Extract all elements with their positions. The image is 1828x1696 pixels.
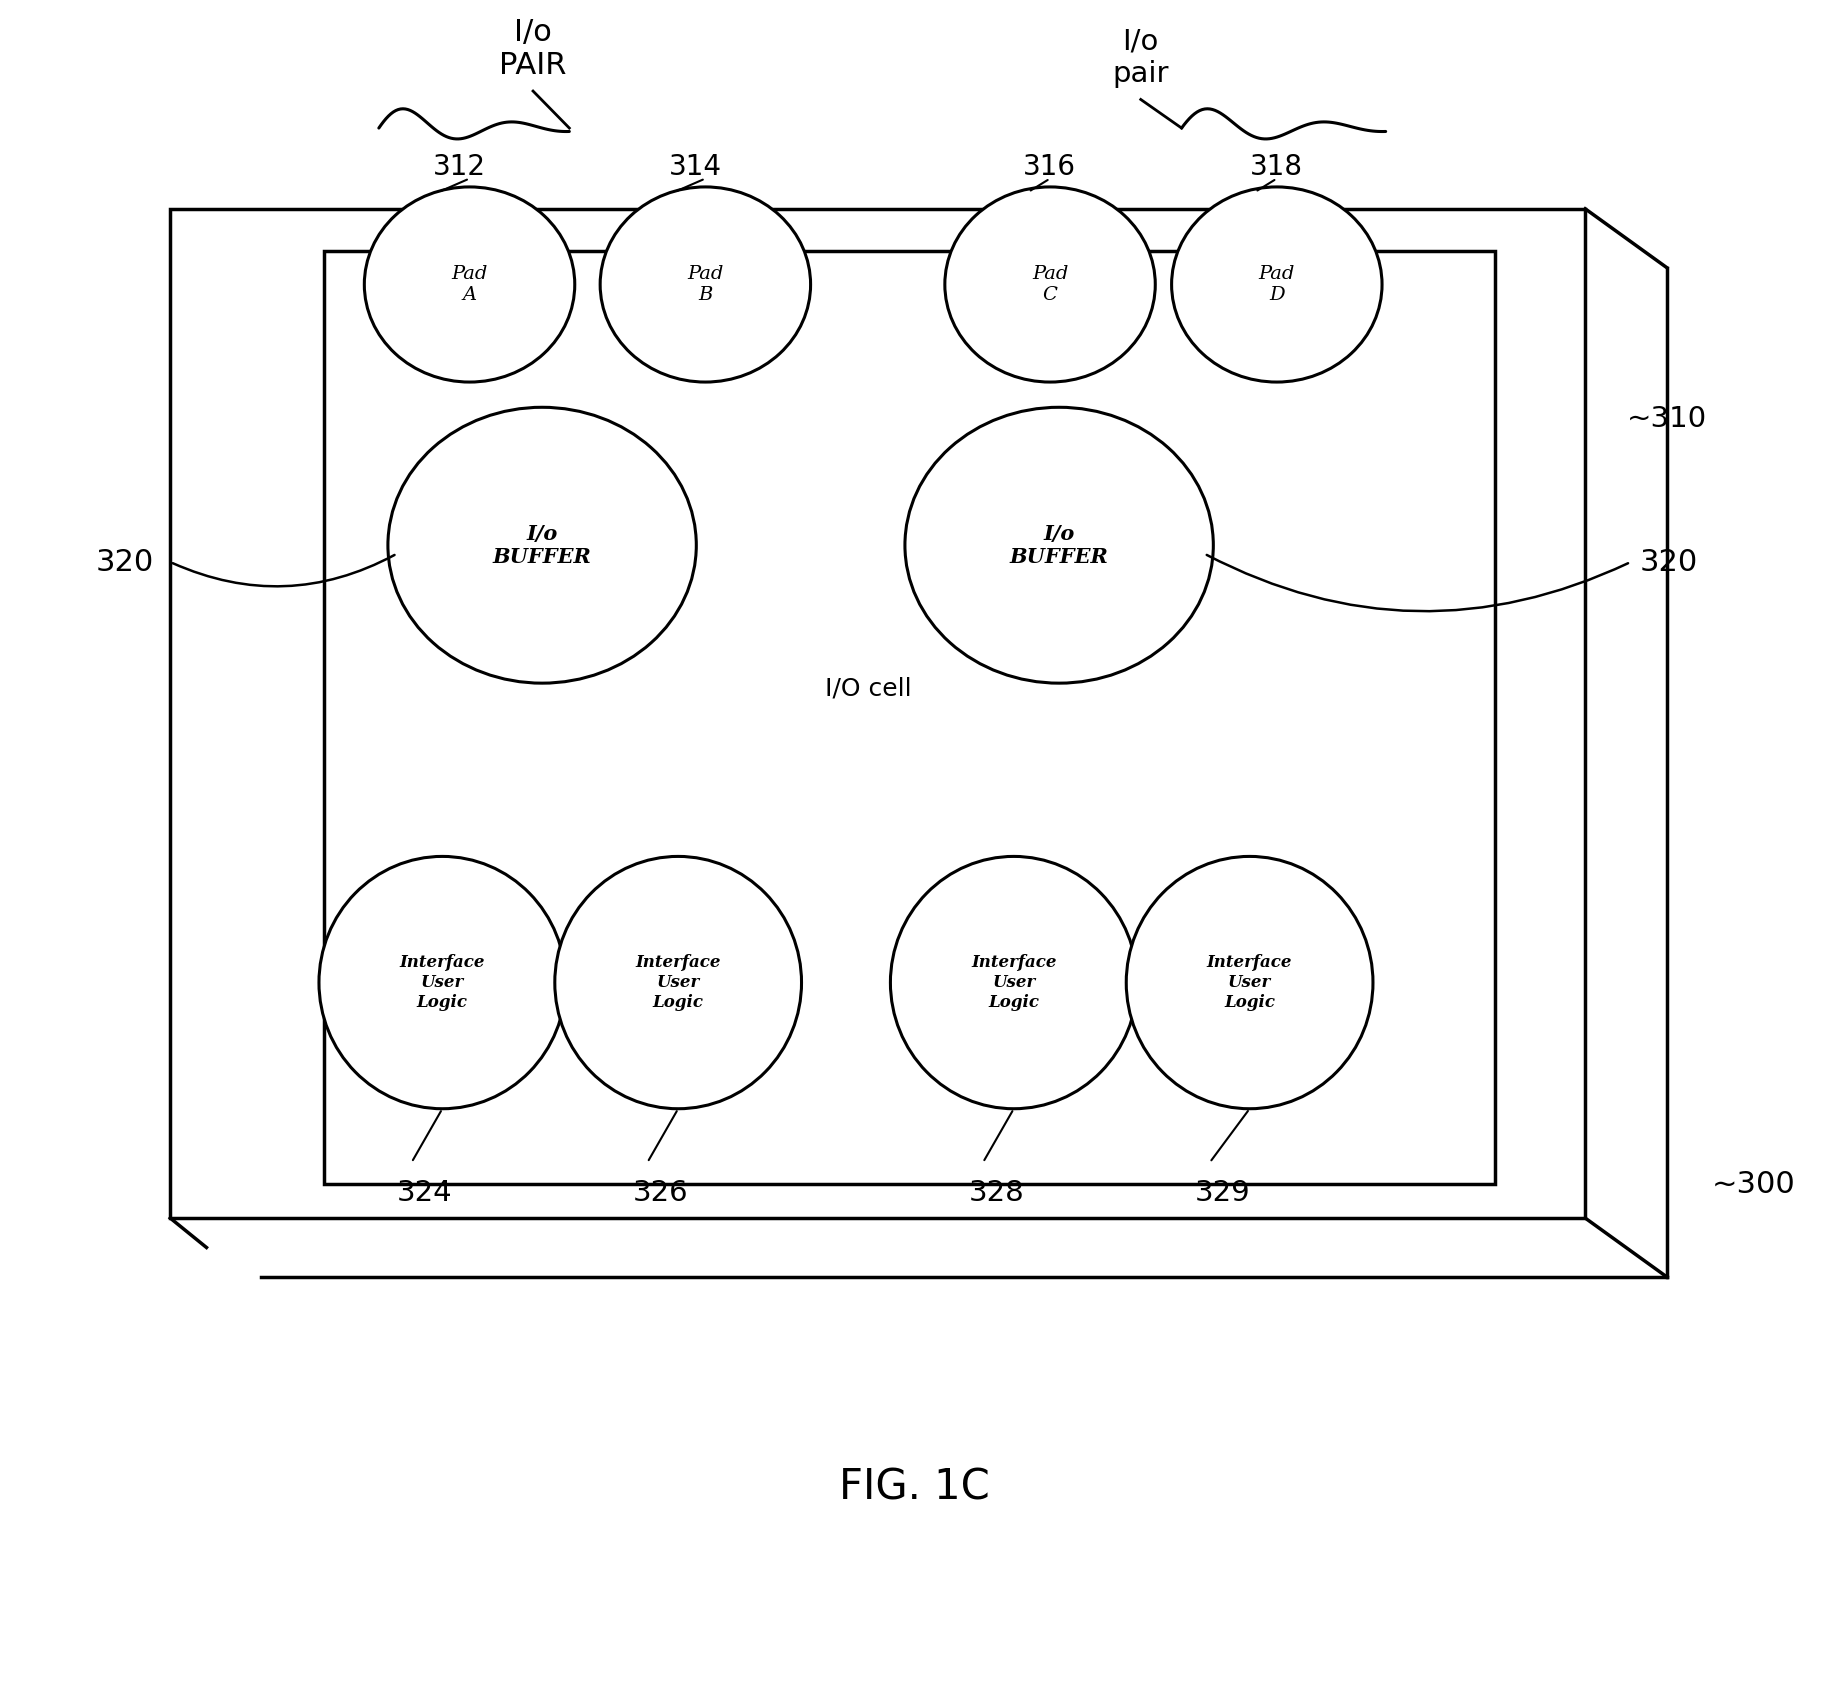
Text: 316: 316: [1024, 153, 1077, 181]
Text: Pad
D: Pad D: [1259, 265, 1294, 304]
Text: 312: 312: [433, 153, 486, 181]
Text: Pad
A: Pad A: [452, 265, 488, 304]
Text: Interface
User
Logic: Interface User Logic: [1206, 955, 1292, 1011]
Text: ~310: ~310: [1627, 405, 1707, 432]
Text: ~300: ~300: [1713, 1170, 1795, 1199]
Text: FIG. 1C: FIG. 1C: [839, 1467, 989, 1508]
Ellipse shape: [318, 856, 565, 1109]
Text: Interface
User
Logic: Interface User Logic: [971, 955, 1057, 1011]
FancyBboxPatch shape: [324, 251, 1495, 1184]
Text: Interface
User
Logic: Interface User Logic: [636, 955, 720, 1011]
Ellipse shape: [364, 187, 574, 382]
Text: I/o
BUFFER: I/o BUFFER: [1009, 524, 1108, 566]
Text: 326: 326: [632, 1179, 689, 1208]
Ellipse shape: [600, 187, 810, 382]
Text: I/o
BUFFER: I/o BUFFER: [494, 524, 592, 566]
Text: Pad
B: Pad B: [687, 265, 724, 304]
Ellipse shape: [388, 407, 696, 683]
Ellipse shape: [905, 407, 1214, 683]
Text: Interface
User
Logic: Interface User Logic: [400, 955, 484, 1011]
Text: 329: 329: [1196, 1179, 1250, 1208]
Text: 318: 318: [1250, 153, 1303, 181]
Text: 320: 320: [1640, 548, 1698, 577]
Text: 320: 320: [95, 548, 154, 577]
Text: I/o
pair: I/o pair: [1113, 27, 1170, 88]
Ellipse shape: [1172, 187, 1382, 382]
Ellipse shape: [1126, 856, 1373, 1109]
Ellipse shape: [945, 187, 1155, 382]
Text: 328: 328: [969, 1179, 1024, 1208]
FancyBboxPatch shape: [170, 209, 1585, 1218]
Text: Pad
C: Pad C: [1031, 265, 1068, 304]
Ellipse shape: [556, 856, 801, 1109]
Ellipse shape: [890, 856, 1137, 1109]
Text: 324: 324: [397, 1179, 453, 1208]
Text: 314: 314: [669, 153, 722, 181]
Text: I/O cell: I/O cell: [824, 677, 912, 700]
Text: I/o
PAIR: I/o PAIR: [499, 17, 567, 80]
